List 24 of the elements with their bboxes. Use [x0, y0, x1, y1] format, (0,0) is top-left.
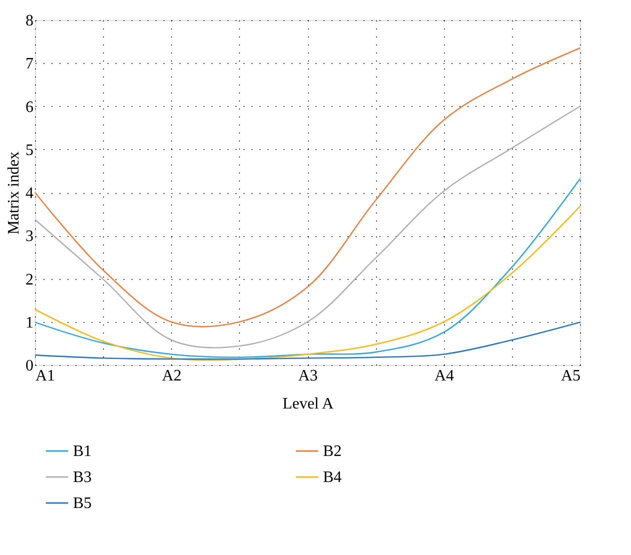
y-tick-label: 4	[26, 185, 34, 202]
y-tick-label: 3	[26, 228, 34, 246]
legend-label: B2	[323, 443, 342, 460]
legend-label: B4	[323, 469, 342, 486]
line-series	[34, 206, 581, 361]
y-tick-label: 5	[26, 142, 34, 159]
x-tick-label: A2	[162, 368, 182, 384]
y-tick-label: 2	[26, 271, 34, 288]
line-series	[34, 178, 581, 358]
line-series	[34, 322, 581, 360]
x-tick-label: A3	[298, 368, 318, 384]
legend-label: B1	[73, 443, 92, 460]
legend-label: B5	[73, 495, 92, 512]
y-tick-label: 1	[26, 314, 34, 332]
x-tick-label: A5	[560, 368, 580, 384]
y-tick-label: 6	[26, 98, 34, 116]
x-axis-title: Level A	[282, 396, 334, 412]
y-axis-title: Matrix index	[6, 151, 22, 235]
y-tick-label: 0	[26, 358, 34, 374]
x-tick-label: A1	[36, 368, 56, 384]
y-tick-label: 7	[26, 56, 34, 73]
y-tick-label: 8	[26, 12, 34, 30]
legend-label: B3	[73, 469, 92, 486]
x-tick-label: A4	[434, 368, 454, 384]
